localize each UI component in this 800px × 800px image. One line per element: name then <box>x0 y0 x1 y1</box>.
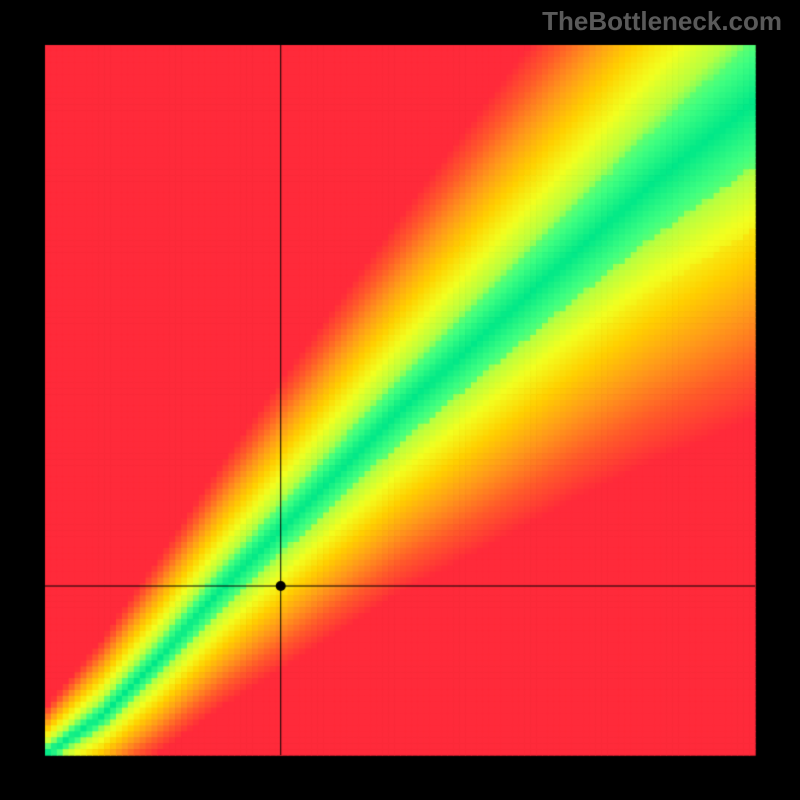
watermark-text: TheBottleneck.com <box>542 6 782 37</box>
chart-container: TheBottleneck.com <box>0 0 800 800</box>
bottleneck-heatmap <box>0 0 800 800</box>
